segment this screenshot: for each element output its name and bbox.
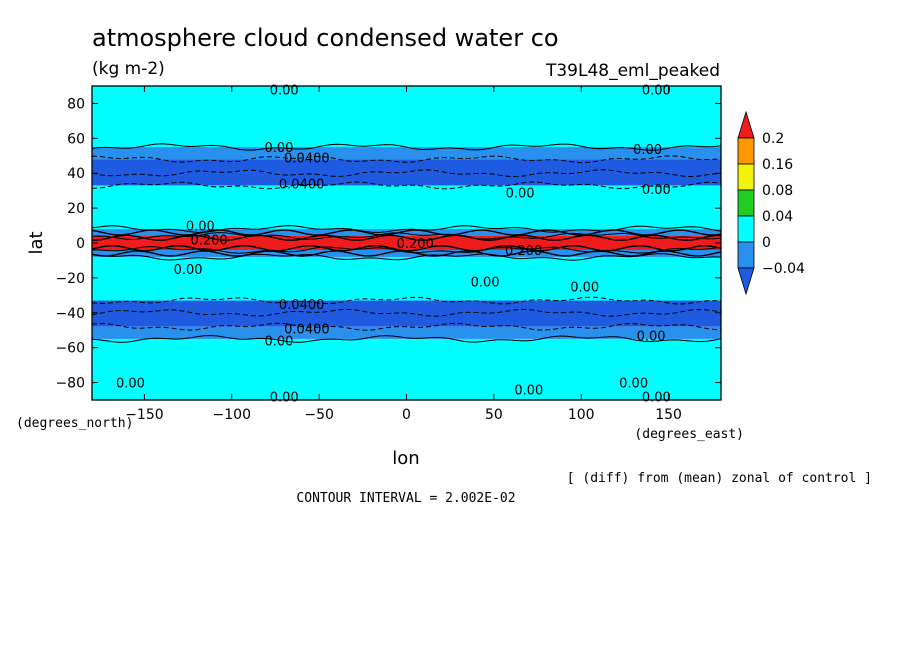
contour-label: 0.200 (190, 234, 227, 249)
contour-lines (92, 143, 721, 343)
x-unit-label: (degrees_east) (634, 427, 744, 442)
colorbar-bottom-arrow (737, 267, 755, 296)
contour-label: 0.00 (637, 329, 666, 344)
x-tick-label: 0 (402, 407, 411, 423)
colorbar-segment (737, 189, 755, 217)
colorbar: 0.2 0.16 0.08 0.04 0 −0.04 (737, 110, 805, 296)
y-tick-label: 20 (67, 201, 85, 217)
chart-title: atmosphere cloud condensed water co (92, 24, 559, 52)
chart-units: (kg m-2) (92, 59, 165, 79)
y-axis-label: lat (26, 231, 47, 254)
contour-label: 0.0400 (279, 178, 325, 193)
colorbar-label: −0.04 (762, 261, 805, 277)
contour-label: 0.00 (270, 391, 299, 406)
contour-line-7 (92, 253, 721, 261)
y-tick-label: 60 (67, 131, 85, 147)
contour-label: 0.0400 (284, 152, 330, 167)
contour-line-1 (92, 155, 721, 164)
y-tick-label: −60 (55, 341, 85, 357)
contour-label: 0.00 (174, 263, 203, 278)
colorbar-segment (737, 137, 755, 165)
field-band-7 (92, 256, 721, 301)
colorbar-label: 0.16 (762, 157, 793, 173)
y-tick-label: 0 (76, 236, 85, 252)
colorbar-label: 0.2 (762, 131, 784, 147)
contour-label: 0.00 (514, 384, 543, 399)
contour-label: 0.00 (270, 83, 299, 98)
colorbar-label: 0.04 (762, 209, 793, 225)
contour-label: 0.200 (397, 237, 434, 252)
contour-label: 0.0400 (284, 322, 330, 337)
contour-label: 0.00 (633, 143, 662, 158)
field-band-10 (92, 338, 721, 400)
y-axis: 80 60 40 20 0 −20 −40 −60 −80 (55, 96, 721, 392)
contour-line-2 (92, 169, 721, 178)
field-band-6 (92, 249, 721, 257)
experiment-label: T39L48_eml_peaked (545, 61, 720, 81)
contour-label: 0.00 (506, 186, 535, 201)
field-band-9 (92, 326, 721, 339)
field-band-1 (92, 147, 721, 160)
contour-label: 0.0400 (279, 298, 325, 313)
contour-label: 0.00 (570, 281, 599, 296)
x-axis-label: lon (392, 448, 419, 469)
contour-line-10 (92, 322, 721, 331)
colorbar-top-arrow (737, 110, 755, 139)
colorbar-label: 0.08 (762, 183, 793, 199)
x-tick-label: 150 (655, 407, 682, 423)
field-band-8 (92, 300, 721, 327)
x-axis: −150 −100 −50 0 50 100 150 (125, 86, 682, 423)
contour-label: 0.00 (264, 141, 293, 156)
field-band-4 (92, 229, 721, 237)
colorbar-label: 0 (762, 235, 771, 251)
contour-label: 0.00 (642, 391, 671, 406)
x-tick-label: −100 (213, 407, 251, 423)
y-tick-label: 80 (67, 96, 85, 112)
contour-label: 0.200 (505, 244, 542, 259)
colorbar-segment (737, 163, 755, 191)
contour-label: 0.00 (186, 220, 215, 235)
x-tick-label: 100 (568, 407, 595, 423)
field-band-3 (92, 185, 721, 230)
contour-label: 0.00 (642, 83, 671, 98)
diff-note: [ (diff) from (mean) zonal of control ] (567, 471, 872, 486)
contour-interval: CONTOUR INTERVAL = 2.002E-02 (296, 491, 515, 506)
y-tick-label: −20 (55, 271, 85, 287)
contour-line-11 (92, 334, 721, 343)
y-tick-label: −40 (55, 306, 85, 322)
y-tick-label: 40 (67, 166, 85, 182)
contour-label: 0.00 (116, 377, 145, 392)
equator-contour-1 (92, 229, 721, 236)
equator-contour-0 (92, 234, 721, 242)
y-tick-label: −80 (55, 376, 85, 392)
x-tick-label: −50 (304, 407, 334, 423)
y-unit-label: (degrees_north) (16, 416, 133, 431)
contour-label: 0.00 (264, 335, 293, 350)
equator-contour-3 (92, 250, 721, 257)
contour-line-9 (92, 308, 721, 317)
x-tick-label: −150 (125, 407, 163, 423)
contour-line-0 (92, 143, 721, 151)
colorbar-segment (737, 215, 755, 243)
field-band-0 (92, 86, 721, 148)
contour-label: 0.00 (642, 183, 671, 198)
contour-line-3 (92, 181, 721, 190)
contour-label: 0.00 (471, 275, 500, 290)
x-tick-label: 50 (485, 407, 503, 423)
colorbar-segment (737, 241, 755, 269)
contour-line-8 (92, 296, 721, 305)
contour-label: 0.00 (619, 377, 648, 392)
